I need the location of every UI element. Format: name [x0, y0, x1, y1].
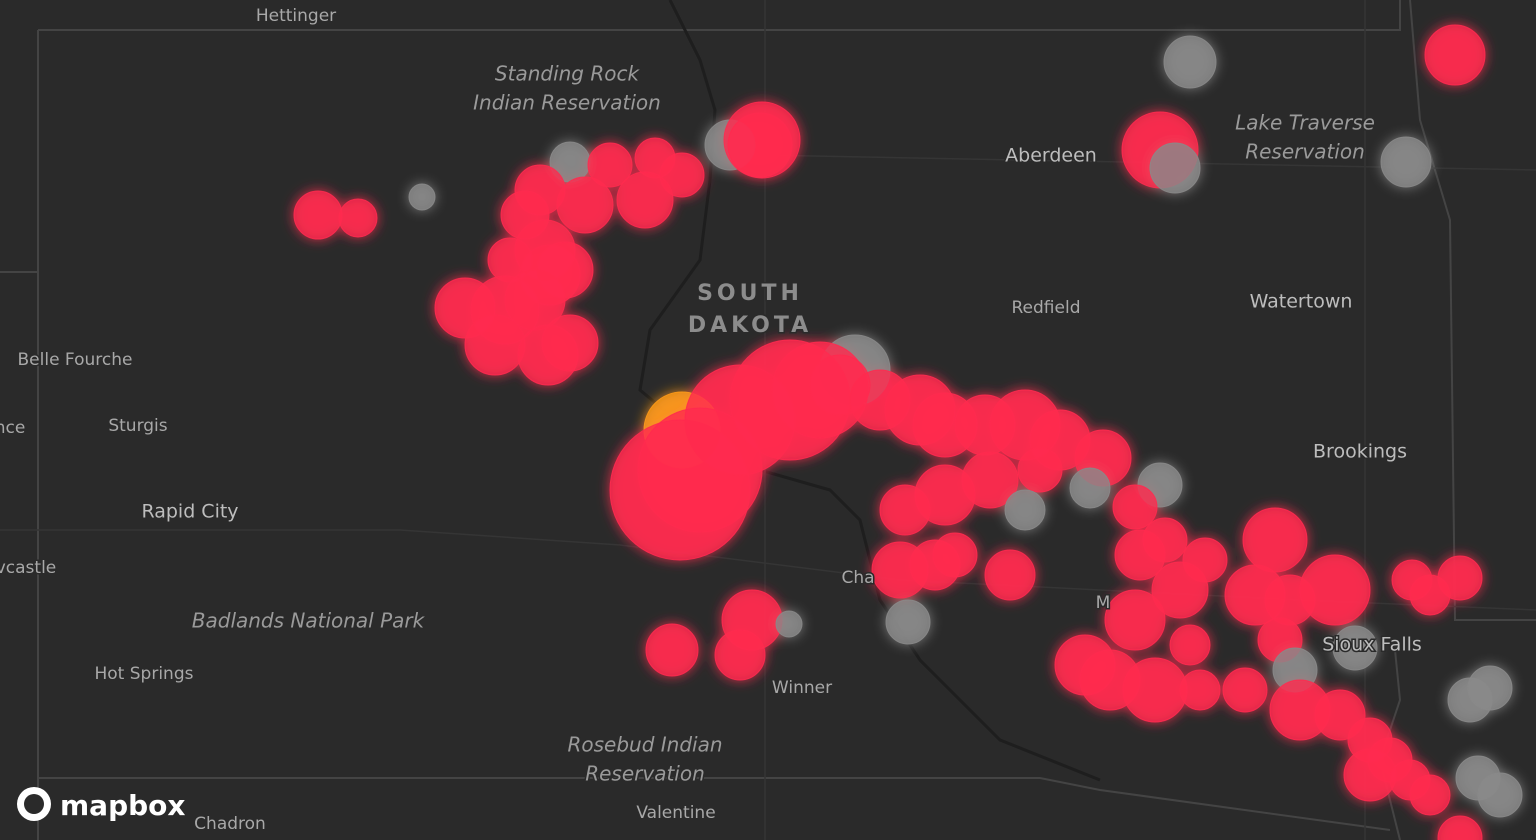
data-circle — [1437, 815, 1483, 840]
data-circle — [1332, 625, 1378, 671]
place-label: Rapid City — [141, 501, 238, 523]
data-circle — [932, 532, 978, 578]
data-circle — [616, 171, 674, 229]
data-circle — [1069, 467, 1111, 509]
data-circle — [723, 101, 801, 179]
data-circle — [1104, 589, 1166, 651]
data-circle — [645, 623, 699, 677]
data-circle — [1242, 507, 1308, 573]
place-label: M — [1096, 593, 1111, 613]
place-label: Aberdeen — [1005, 145, 1097, 167]
data-circle — [1004, 489, 1046, 531]
place-label: Standing Rock — [495, 62, 641, 86]
data-circle — [1122, 657, 1188, 723]
data-circle — [1409, 574, 1451, 616]
place-label: Hettinger — [256, 6, 336, 26]
data-circle — [504, 269, 566, 331]
data-circle — [984, 549, 1036, 601]
place-label: Cha — [841, 568, 874, 588]
place-label: DAKOTA — [688, 313, 812, 338]
data-circle — [1112, 484, 1158, 530]
data-circle — [1409, 774, 1451, 816]
data-circle — [885, 599, 931, 645]
data-circle — [1467, 665, 1513, 711]
data-circle — [659, 152, 705, 198]
logo-text: mapbox — [60, 789, 185, 822]
place-label: Hot Springs — [95, 664, 194, 684]
data-circle — [879, 484, 931, 536]
data-circle — [1169, 624, 1211, 666]
data-circle — [1114, 529, 1166, 581]
place-label: Reservation — [585, 762, 705, 786]
place-label: Watertown — [1250, 291, 1353, 313]
place-label: Badlands National Park — [192, 609, 426, 633]
logo-icon-inner — [24, 794, 44, 814]
mapbox-logo: mapbox — [17, 787, 185, 822]
data-circle — [1179, 669, 1221, 711]
data-circle — [1163, 35, 1217, 89]
data-circles — [293, 24, 1523, 840]
place-label: vcastle — [0, 558, 56, 578]
data-circle — [1380, 136, 1432, 188]
data-circle — [408, 183, 436, 211]
data-circle — [338, 198, 378, 238]
place-label: Brookings — [1313, 441, 1407, 463]
place-label: Winner — [772, 678, 832, 698]
place-label: Redfield — [1012, 298, 1081, 318]
data-circle — [1222, 667, 1268, 713]
data-circle — [1017, 447, 1063, 493]
data-circle — [775, 610, 803, 638]
data-circle — [1151, 561, 1209, 619]
place-label: SOUTH — [697, 281, 803, 306]
place-label: Lake Traverse — [1235, 111, 1375, 135]
data-circle — [587, 142, 633, 188]
place-label: Sturgis — [108, 416, 167, 436]
data-circle — [464, 314, 526, 376]
data-circle — [541, 314, 599, 372]
data-circle — [293, 190, 343, 240]
place-label: Belle Fourche — [18, 350, 133, 370]
data-circle — [714, 629, 766, 681]
labels: Hettinger Standing Rock Indian Reservation… — [0, 5, 1423, 836]
place-label: Reservation — [1245, 140, 1365, 164]
data-circle — [1299, 554, 1371, 626]
place-label: Chadron — [194, 814, 266, 834]
data-circle — [1477, 772, 1523, 818]
data-circle — [1343, 748, 1397, 802]
data-circle — [1424, 24, 1486, 86]
place-label: Valentine — [636, 803, 715, 823]
place-label: Indian Reservation — [473, 91, 661, 115]
data-circle — [1149, 142, 1201, 194]
place-label: nce — [0, 418, 25, 438]
place-label: Rosebud Indian — [567, 733, 722, 757]
data-circle — [556, 176, 614, 234]
place-label: Sioux Falls — [1322, 634, 1422, 656]
